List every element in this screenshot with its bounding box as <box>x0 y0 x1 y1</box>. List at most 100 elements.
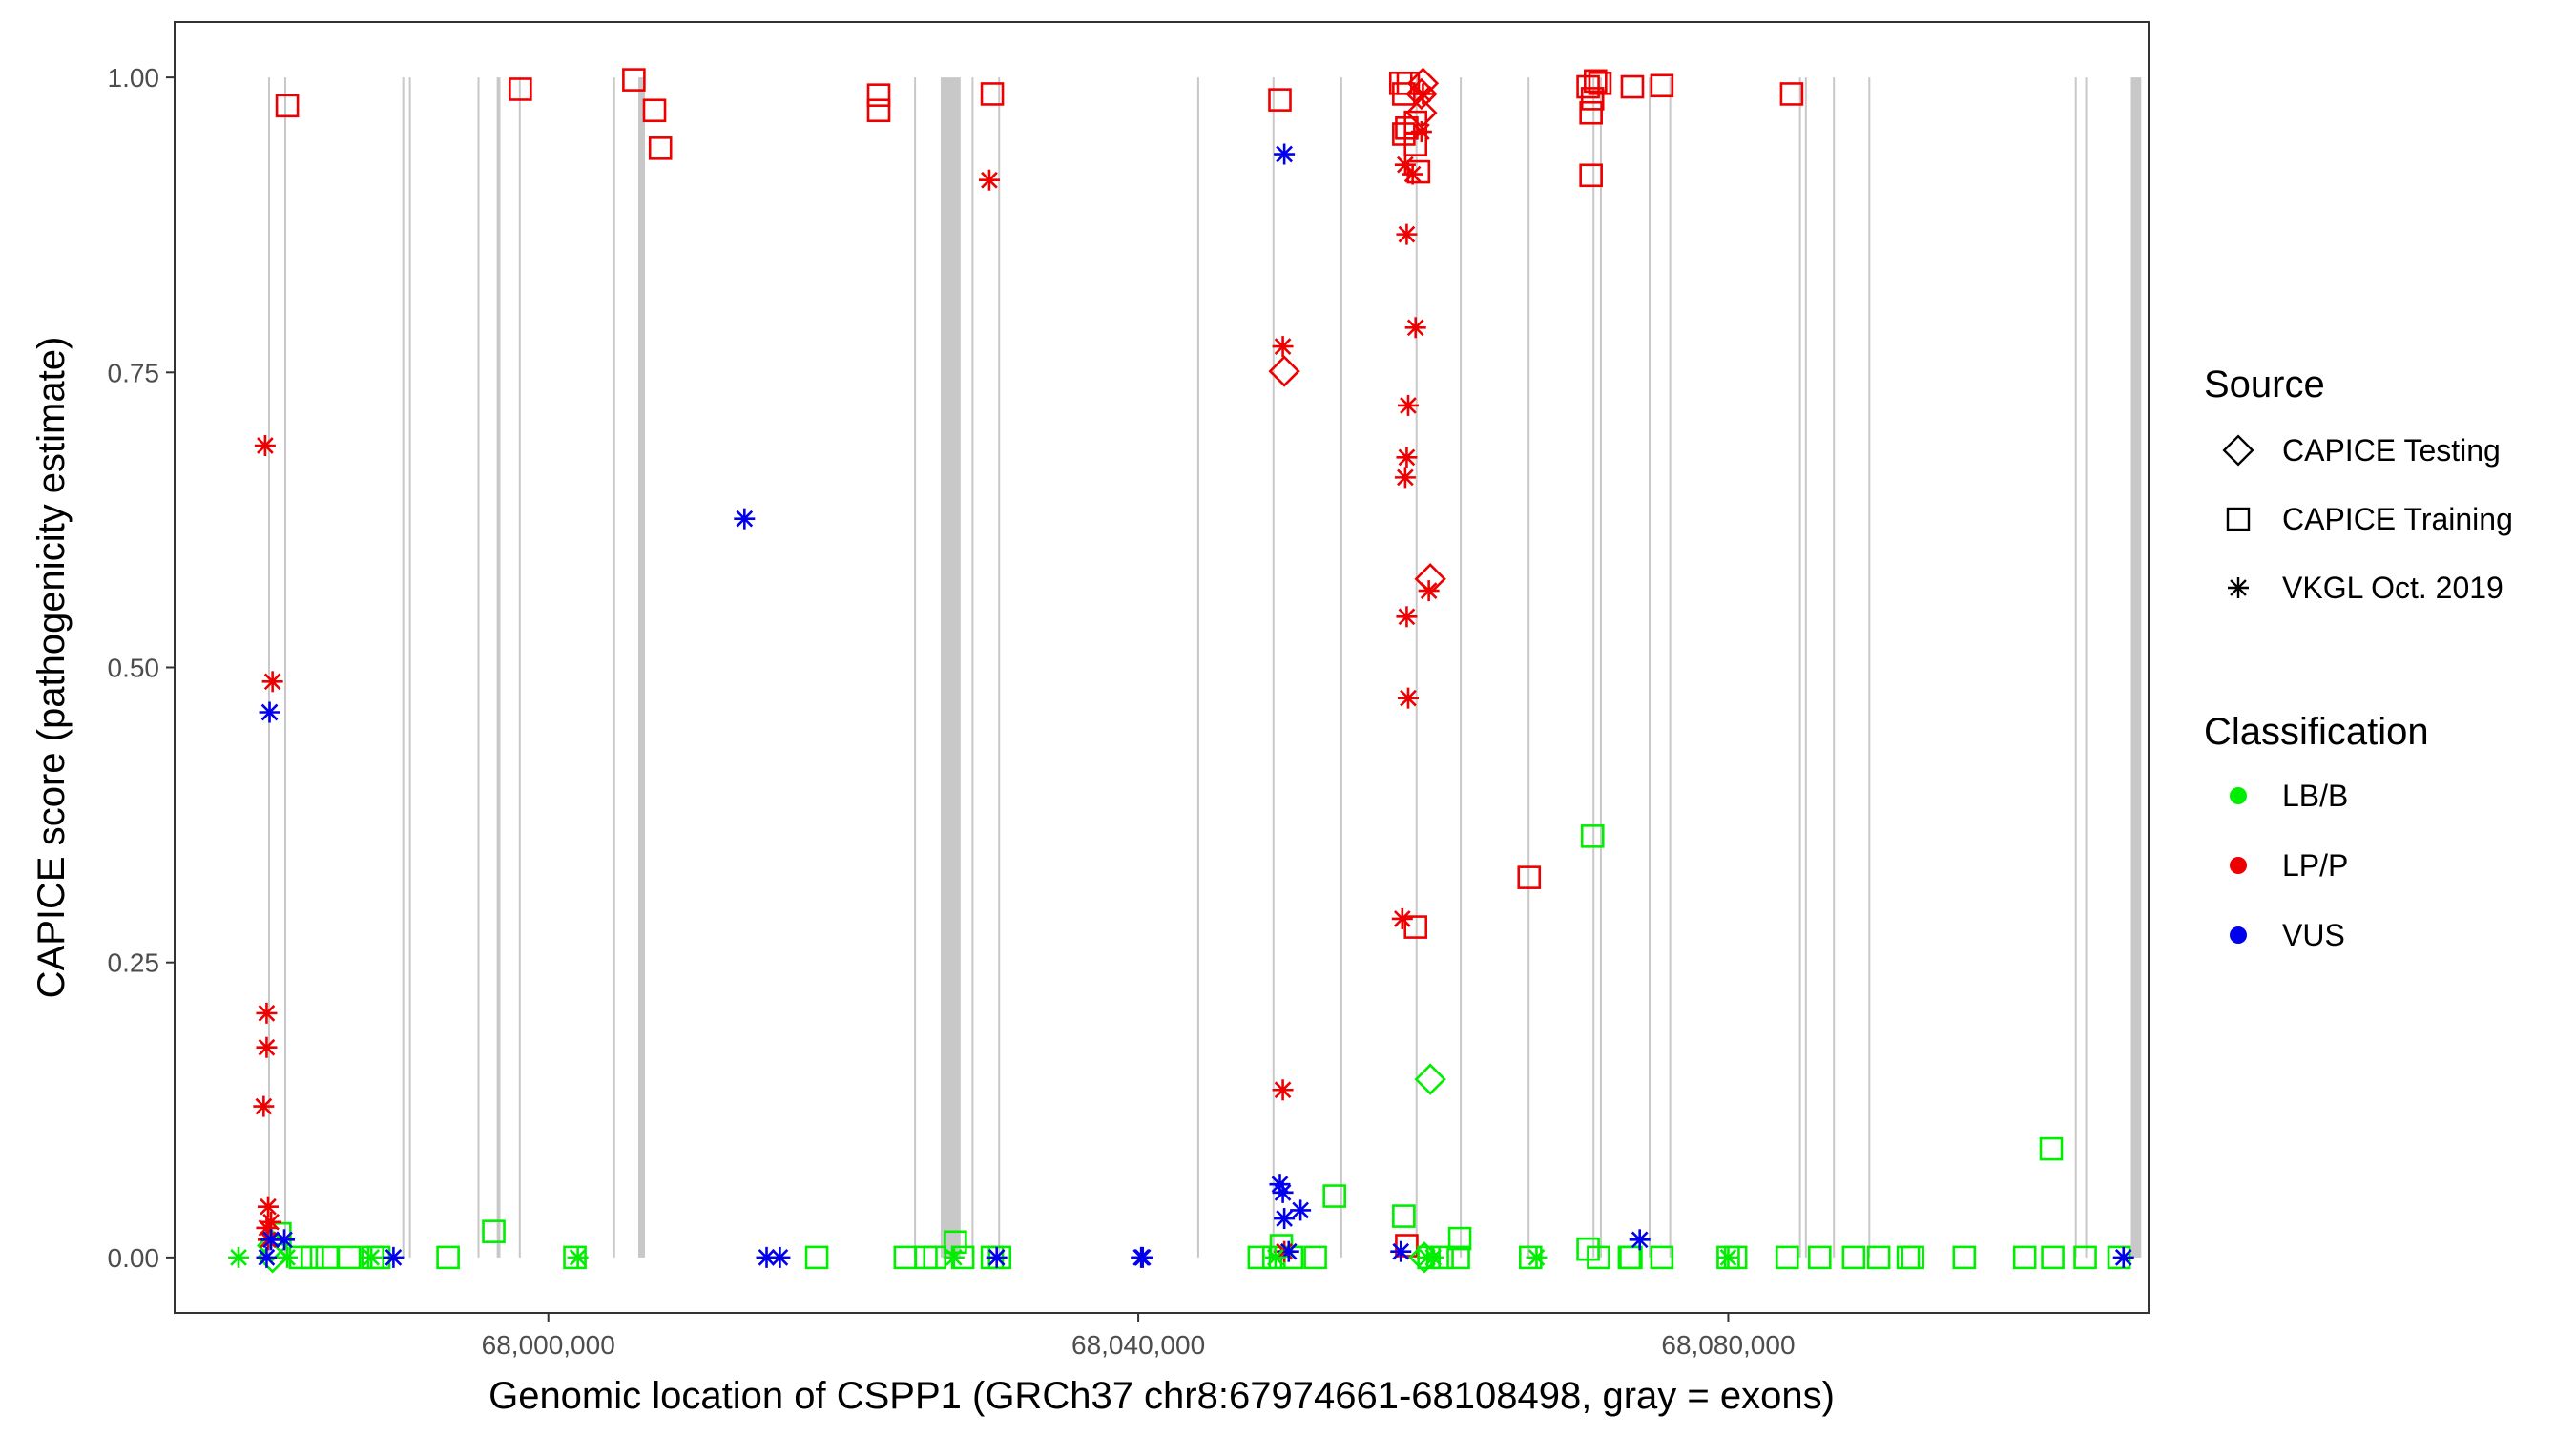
legend-source-label: VKGL Oct. 2019 <box>2282 571 2503 605</box>
x-tick-label: 68,000,000 <box>482 1330 615 1360</box>
exon-band <box>402 77 405 1258</box>
legend-source-label: CAPICE Training <box>2282 502 2513 536</box>
data-point <box>1272 1181 1294 1203</box>
exon-band <box>1415 77 1418 1258</box>
data-points <box>228 67 2134 1274</box>
data-point <box>1446 1245 1470 1270</box>
data-point <box>1584 69 1608 94</box>
data-point <box>1290 1199 1312 1221</box>
data-point <box>254 434 276 456</box>
exon-band <box>518 77 521 1258</box>
exon-band <box>1196 77 1199 1258</box>
data-point <box>361 1246 383 1268</box>
exon-band <box>1460 77 1463 1258</box>
data-point <box>256 1036 278 1058</box>
exon-band <box>1669 77 1672 1258</box>
data-point <box>1274 1208 1296 1230</box>
exon-band <box>638 77 645 1258</box>
data-point <box>301 1245 324 1270</box>
data-point <box>1268 88 1292 112</box>
data-point <box>978 169 1000 191</box>
data-point <box>1650 1245 1674 1270</box>
exon-band <box>1527 77 1530 1258</box>
data-point <box>1952 1245 1977 1270</box>
data-point <box>257 1196 279 1217</box>
legend-key-diamond <box>2222 434 2254 467</box>
exon-band <box>1833 77 1836 1258</box>
data-point <box>1394 467 1416 489</box>
legend-class-items: LB/B LP/P VUS <box>2230 779 2348 952</box>
data-point <box>260 1229 282 1251</box>
exon-bands <box>267 77 2142 1258</box>
data-point <box>1274 143 1296 165</box>
data-point <box>734 508 756 530</box>
legend-source-title: Source <box>2204 364 2325 406</box>
exon-band <box>914 77 917 1258</box>
data-point <box>1580 87 1605 111</box>
data-point <box>436 1245 460 1270</box>
exon-band <box>1868 77 1871 1258</box>
x-axis-title: Genomic location of CSPP1 (GRCh37 chr8:6… <box>488 1375 1835 1417</box>
data-point <box>253 1095 275 1117</box>
data-point <box>1390 1240 1412 1262</box>
data-point <box>1412 83 1434 105</box>
data-point <box>1620 74 1645 99</box>
legend-class-label: VUS <box>2282 918 2345 952</box>
data-point <box>1403 915 1428 939</box>
exon-band <box>267 77 270 1258</box>
data-point <box>1391 907 1413 929</box>
exon-band <box>2085 77 2088 1258</box>
exon-band <box>2130 77 2142 1258</box>
data-point <box>2112 1246 2134 1268</box>
data-point <box>2041 1245 2065 1270</box>
data-point <box>1841 1245 1866 1270</box>
data-point <box>1396 447 1418 468</box>
data-point <box>509 77 532 101</box>
y-tick-label: 0.75 <box>108 358 160 387</box>
data-point <box>642 98 667 123</box>
exon-band <box>477 77 480 1258</box>
data-point <box>1410 121 1432 143</box>
data-point <box>1526 1246 1548 1268</box>
data-point <box>648 136 673 160</box>
data-point <box>2012 1245 2037 1270</box>
x-tick-label: 68,080,000 <box>1661 1330 1795 1360</box>
data-point <box>986 1246 1008 1268</box>
data-point <box>2039 1136 2064 1161</box>
data-point <box>944 1230 967 1255</box>
data-point <box>274 1229 296 1251</box>
y-tick-label: 0.00 <box>108 1243 160 1273</box>
data-point <box>1272 1079 1294 1101</box>
data-point <box>1272 336 1294 358</box>
exon-band <box>2074 77 2077 1258</box>
exon-band <box>971 77 974 1258</box>
data-point <box>1807 1245 1832 1270</box>
data-point <box>277 1246 299 1268</box>
data-point <box>1303 1245 1327 1270</box>
data-point <box>567 1246 589 1268</box>
data-point <box>2073 1245 2097 1270</box>
data-point <box>866 98 891 123</box>
y-axis-title: CAPICE score (pathogenicity estimate) <box>31 337 73 999</box>
legend-source-items: CAPICE Testing CAPICE Training VKGL Oct. 2… <box>2222 433 2513 605</box>
data-point <box>1322 1184 1346 1208</box>
y-tick-label: 1.00 <box>108 63 160 93</box>
x-tick-label: 68,040,000 <box>1071 1330 1205 1360</box>
data-point <box>1403 133 1428 156</box>
data-point <box>1579 163 1603 188</box>
data-point <box>383 1246 405 1268</box>
legend-key-dot <box>2230 787 2247 804</box>
data-point <box>482 1219 506 1243</box>
data-point <box>1268 355 1300 387</box>
legend-class-label: LB/B <box>2282 779 2348 813</box>
data-point <box>804 1245 829 1270</box>
exon-band <box>1340 77 1342 1258</box>
exon-band <box>496 77 501 1258</box>
data-point <box>275 94 300 118</box>
data-point <box>943 1246 965 1268</box>
data-point <box>1576 74 1600 99</box>
exon-band <box>284 77 287 1258</box>
data-point <box>1866 1245 1891 1270</box>
